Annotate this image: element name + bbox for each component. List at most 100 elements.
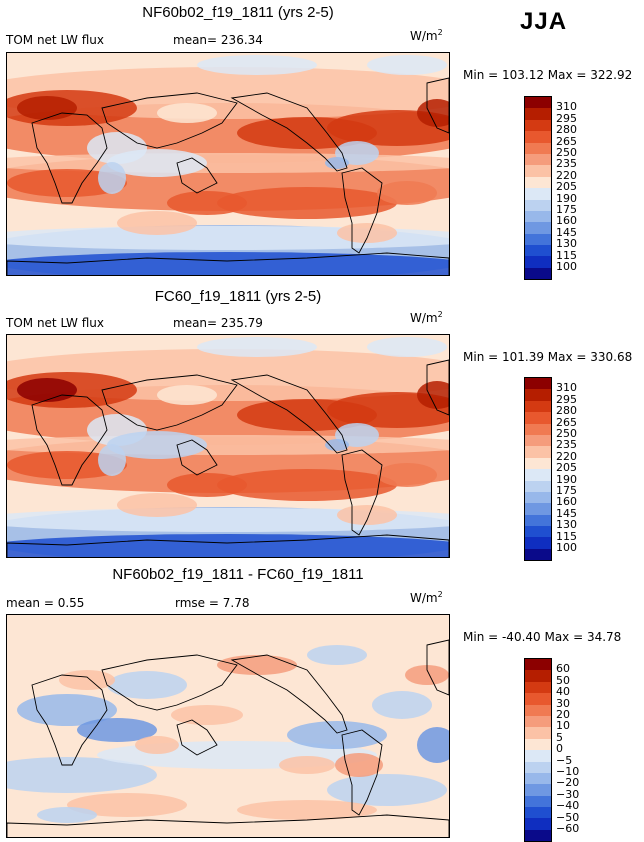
colorbar-swatch <box>525 503 551 515</box>
contour-region <box>171 705 243 725</box>
contour-region <box>307 645 367 665</box>
colorbar-swatch <box>525 131 551 143</box>
colorbar-swatch <box>525 434 551 447</box>
colorbar-swatch <box>525 818 551 830</box>
contour-region <box>325 439 349 451</box>
colorbar-tick-label: −30 <box>556 787 580 801</box>
panel1-mean-label: mean= <box>173 33 218 47</box>
colorbar-tick-label: 40 <box>556 685 570 699</box>
colorbar-swatch <box>525 469 551 481</box>
colorbar-swatch <box>525 446 551 458</box>
colorbar-tick-label: 295 <box>556 392 577 406</box>
coastline <box>230 654 348 734</box>
colorbar-tick-label: 310 <box>556 100 577 114</box>
colorbar-swatch <box>525 784 551 796</box>
colorbar-swatch <box>525 738 551 751</box>
colorbar-swatch <box>525 514 551 527</box>
panel3-units: W/m2 <box>410 590 443 605</box>
colorbar-swatch <box>525 222 551 234</box>
coastline <box>230 92 348 172</box>
colorbar-swatch <box>525 670 551 682</box>
coastline <box>31 674 108 766</box>
coastline <box>7 534 449 557</box>
colorbar-tick-label: 235 <box>556 438 577 452</box>
coastline <box>230 374 348 454</box>
panel2-map <box>6 334 450 558</box>
coastline <box>426 359 449 416</box>
contour-region <box>157 103 217 123</box>
coastline <box>101 654 238 711</box>
colorbar-tick-label: 235 <box>556 157 577 171</box>
contour-region <box>157 385 217 405</box>
coastline <box>341 729 383 816</box>
contour-region <box>67 793 187 817</box>
contour-region <box>117 211 197 235</box>
coastline <box>176 157 218 194</box>
colorbar-tick-label: −10 <box>556 765 580 778</box>
contour-region <box>337 505 397 525</box>
colorbar-swatch <box>525 693 551 705</box>
colorbar-tick-label: 295 <box>556 111 577 125</box>
colorbar-tick-label: −5 <box>556 753 573 767</box>
colorbar-tick-label: 250 <box>556 146 577 159</box>
colorbar-tick-label: 205 <box>556 461 577 475</box>
contour-region <box>107 671 187 699</box>
panel1-units: W/m2 <box>410 28 443 43</box>
contour-region <box>279 756 335 774</box>
colorbar-swatch <box>525 772 551 785</box>
colorbar-swatch <box>525 412 551 424</box>
colorbar-swatch <box>525 681 551 694</box>
contour-region <box>417 99 449 127</box>
colorbar-tick-label: 265 <box>556 415 577 429</box>
panel2-mean-value: 235.79 <box>220 316 263 330</box>
colorbar-swatch <box>525 176 551 189</box>
contour-region <box>405 665 449 685</box>
colorbar-swatch <box>525 750 551 762</box>
panel1-map <box>6 52 450 276</box>
contour-region <box>7 757 157 793</box>
panel1-mean-value: 236.34 <box>220 33 263 47</box>
map-canvas <box>7 615 449 837</box>
panel3-map <box>6 614 450 838</box>
colorbar-swatch <box>525 727 551 739</box>
coastline <box>176 439 218 476</box>
colorbar-swatch <box>525 537 551 549</box>
contour-region <box>98 444 126 476</box>
colorbar-swatch <box>525 108 551 120</box>
colorbar-tick-label: 160 <box>556 495 577 509</box>
coastline <box>101 374 238 431</box>
colorbar-swatch <box>525 165 551 177</box>
coastline <box>341 167 383 254</box>
panel3-colorbar <box>524 658 552 842</box>
contour-region <box>17 96 77 120</box>
colorbar-swatch <box>525 704 551 716</box>
panel1-colorbar <box>524 96 552 281</box>
contour-region <box>197 337 317 357</box>
colorbar-tick-label: 250 <box>556 427 577 440</box>
colorbar-tick-label: −50 <box>556 810 580 824</box>
colorbar-tick-label: 280 <box>556 404 577 418</box>
panel2-units: W/m2 <box>410 310 443 325</box>
panel3-rmse-value: 7.78 <box>222 596 250 610</box>
contour-region <box>217 469 397 501</box>
colorbar-tick-label: 175 <box>556 203 577 216</box>
panel3-title: NF60b02_f19_1811 - FC60_f19_1811 <box>112 566 364 583</box>
colorbar-tick-label: 130 <box>556 237 577 251</box>
colorbar-tick-label: 220 <box>556 168 577 182</box>
contour-region <box>327 392 449 428</box>
contour-region <box>335 753 383 777</box>
colorbar-tick-label: 60 <box>556 662 570 676</box>
colorbar-swatch <box>525 153 551 166</box>
colorbar-tick-label: 30 <box>556 696 570 710</box>
panel2-colorbar <box>524 377 552 562</box>
contour-region <box>335 423 379 447</box>
contour-region <box>217 655 297 675</box>
panel1-title: NF60b02_f19_1811 (yrs 2-5) <box>142 4 334 21</box>
panel2-title: FC60_f19_1811 (yrs 2-5) <box>154 288 322 305</box>
panel1-variable-label: TOM net LW flux <box>6 33 104 47</box>
contour-region <box>337 223 397 243</box>
contour-region <box>327 774 447 806</box>
colorbar-swatch <box>525 389 551 401</box>
coastline <box>7 252 449 275</box>
colorbar-tick-label: 0 <box>556 742 563 756</box>
